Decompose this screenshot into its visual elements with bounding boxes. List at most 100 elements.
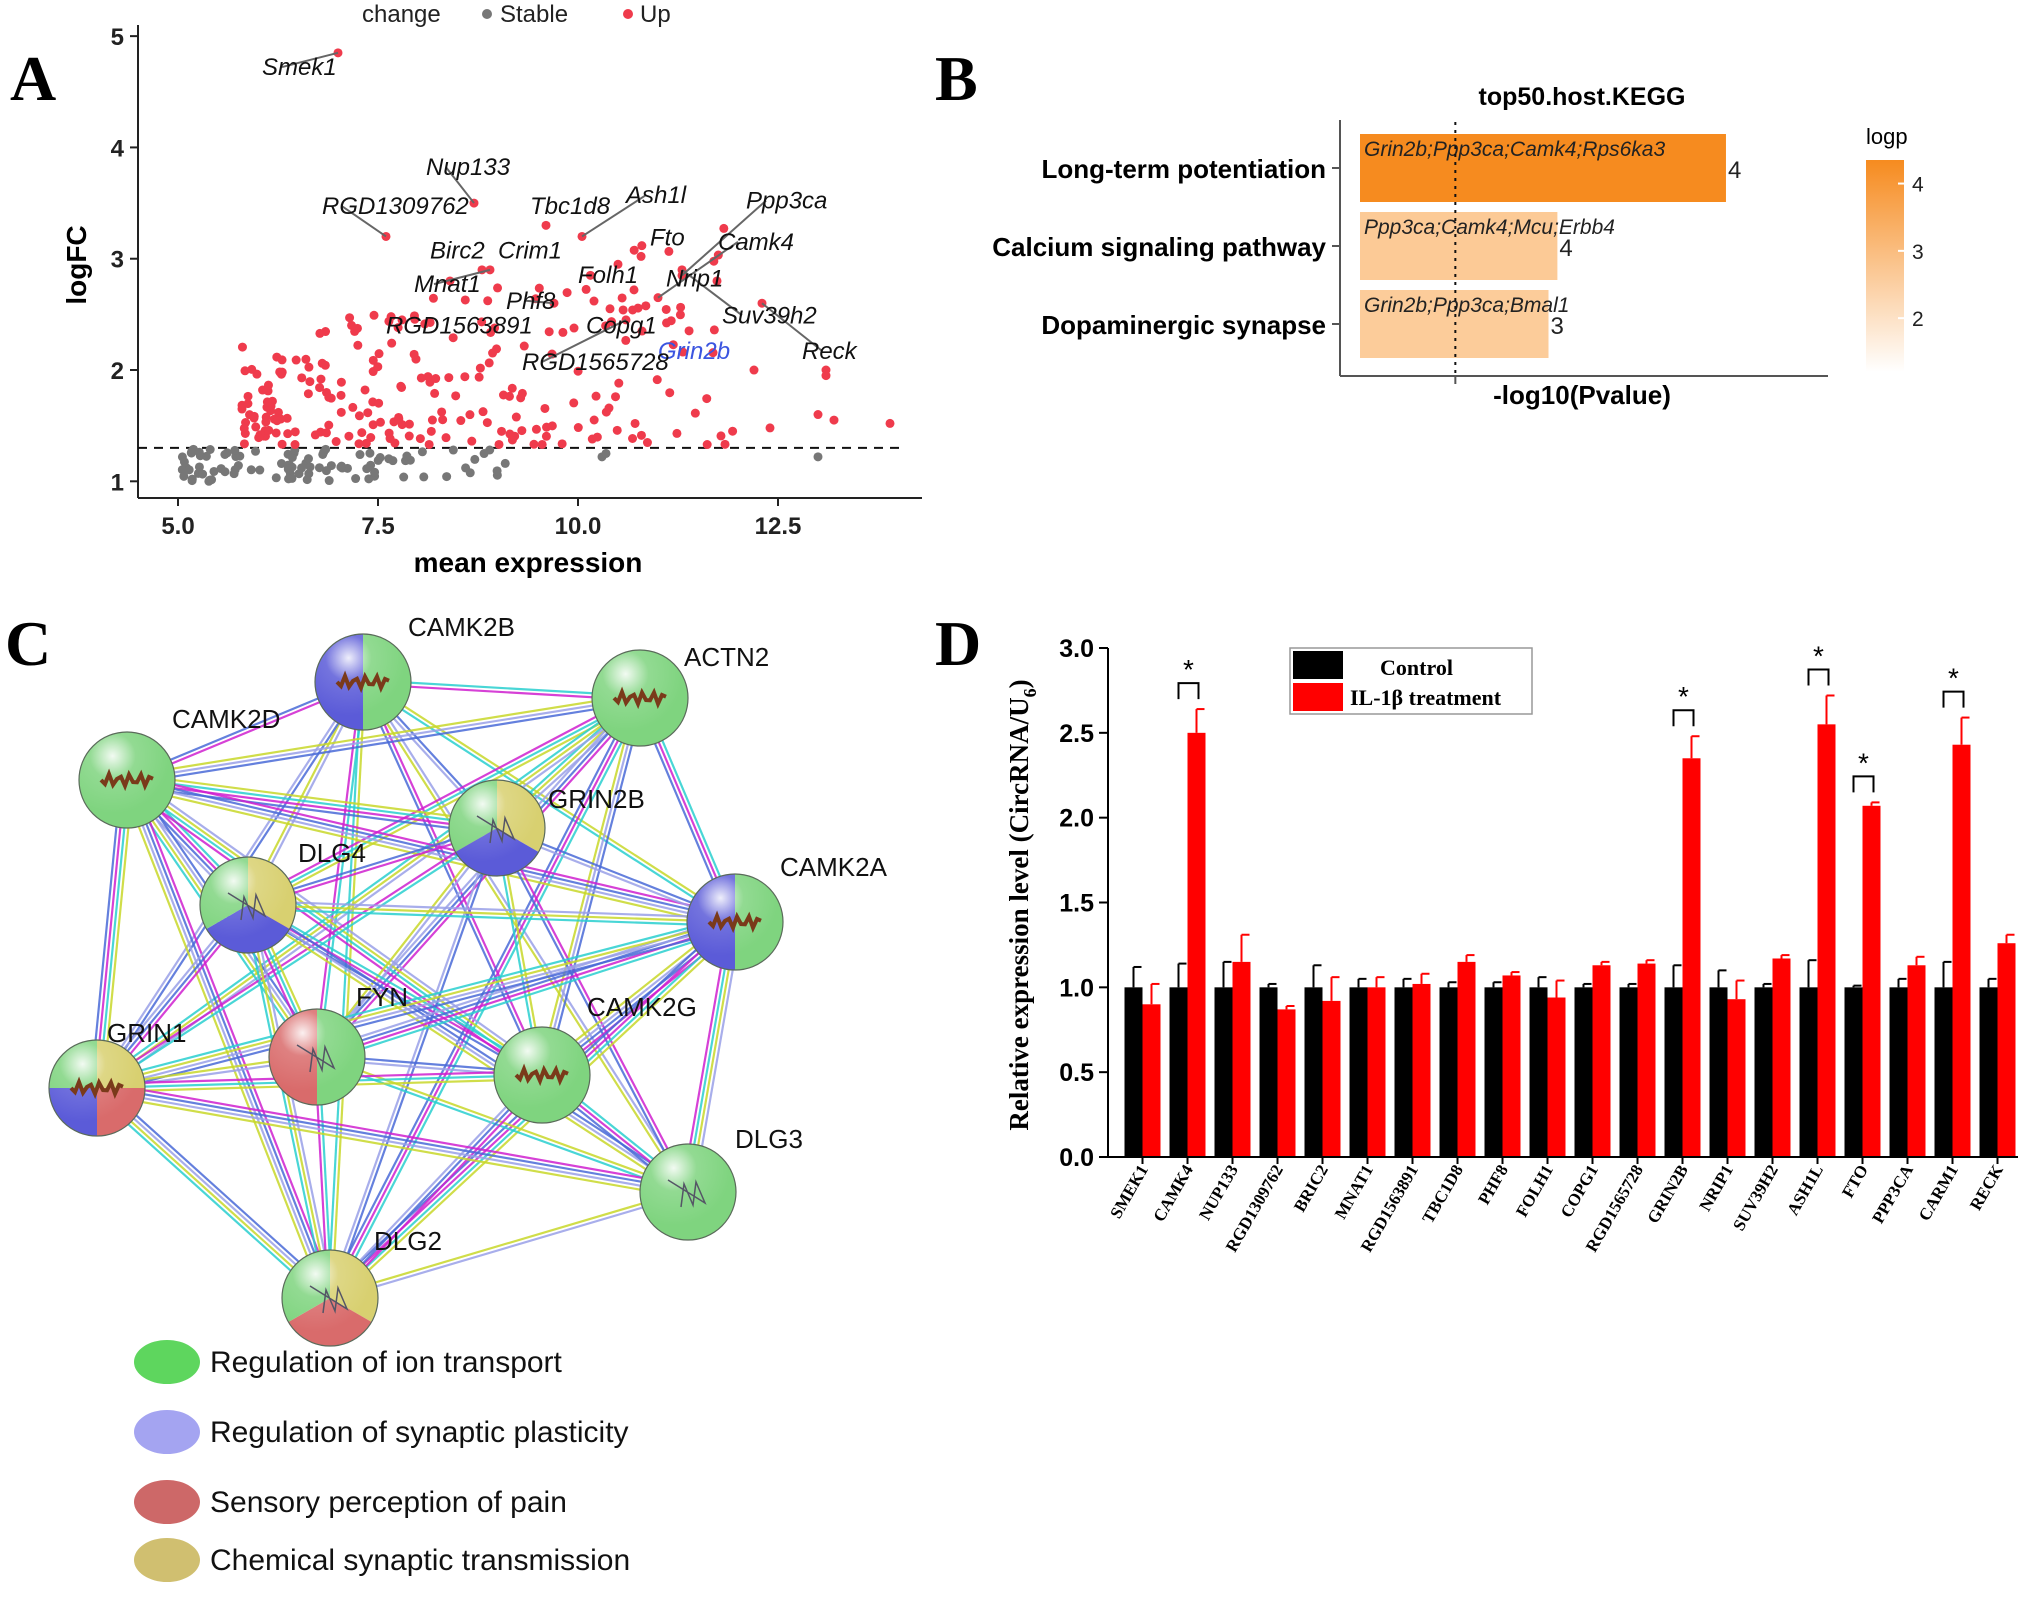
y-tick-label: 1.0 [1059, 974, 1094, 1002]
control-bar [1214, 987, 1233, 1157]
panel-b-xlabel: -log10(Pvalue) [1493, 380, 1671, 410]
network-node-label: GRIN2B [548, 784, 645, 814]
network-edge [318, 926, 738, 1064]
stable-point [417, 447, 427, 457]
up-point [460, 372, 470, 382]
up-point [541, 431, 551, 441]
gene-label: Reck [802, 338, 859, 365]
up-point [460, 295, 470, 305]
up-point [357, 428, 367, 438]
up-point [368, 420, 378, 430]
y-tick-label: 4 [111, 135, 125, 162]
stable-point [351, 474, 361, 484]
structure-icon [296, 1044, 336, 1073]
up-point [290, 440, 300, 450]
stable-point [179, 457, 189, 467]
up-point [517, 388, 527, 398]
gene-label: Crim1 [498, 238, 562, 265]
stable-point [205, 444, 215, 454]
up-point [277, 355, 287, 365]
gene-label: Fto [650, 224, 685, 251]
network-edge [129, 774, 547, 1072]
gene-label: Ppp3ca [746, 188, 827, 215]
x-tick-label: 10.0 [555, 513, 602, 540]
network-edge [97, 1081, 690, 1188]
stable-point [402, 451, 412, 461]
network-edge [315, 1057, 688, 1195]
label-leader-line [681, 199, 767, 277]
up-point [249, 413, 259, 423]
label-leader-line [445, 166, 475, 204]
up-point [240, 429, 250, 439]
gene-label: Nrip1 [666, 266, 723, 293]
up-point [363, 408, 373, 418]
il1b-bar [1187, 732, 1206, 1157]
network-edge [127, 700, 641, 786]
stable-point [251, 446, 261, 456]
network-edge [245, 907, 687, 1197]
stable-point [284, 474, 294, 484]
gene-label: Folh1 [578, 262, 638, 289]
up-point [633, 303, 643, 313]
up-point [444, 373, 454, 383]
stable-point [230, 445, 240, 455]
network-edge [126, 692, 640, 778]
stable-point [302, 475, 312, 485]
legend-control-swatch [1293, 651, 1343, 679]
gene-label: RGD1309762 [322, 193, 469, 220]
label-leader-line [761, 302, 823, 352]
up-point [719, 223, 729, 233]
network-edge [127, 772, 498, 824]
x-tick-label: CARM1 [1915, 1162, 1962, 1225]
kegg-bar-count: 3 [1551, 313, 1564, 340]
network-legend-label: Chemical synaptic transmission [210, 1544, 630, 1577]
up-point [467, 436, 477, 446]
node-outline [686, 873, 784, 971]
panel-a-ylabel: logFC [61, 225, 92, 304]
up-point [678, 347, 688, 357]
network-edge [361, 682, 735, 925]
network-edge [95, 825, 497, 1088]
stable-point [321, 466, 331, 476]
network-edge [360, 682, 688, 1194]
up-point [374, 398, 384, 408]
il1b-bar [1502, 975, 1521, 1157]
up-point [614, 378, 624, 388]
kegg-bar-count: 4 [1559, 235, 1572, 262]
y-tick-label: 2.0 [1059, 805, 1094, 833]
panel-letter-d: D [935, 608, 981, 679]
significance-star: * [1813, 641, 1824, 672]
network-edge [249, 700, 643, 910]
control-bar [1484, 987, 1503, 1157]
y-tick-label: 1 [111, 469, 124, 496]
up-point [348, 402, 358, 412]
up-point [264, 425, 274, 435]
gene-label: Mnat1 [414, 271, 481, 298]
helix-icon [69, 1076, 124, 1100]
up-point [504, 391, 514, 401]
helix-icon [612, 686, 667, 710]
network-node-dlg4: DLG4 [199, 838, 366, 954]
up-point [585, 270, 595, 280]
x-tick-label: CAMK4 [1149, 1161, 1197, 1225]
il1b-bar [1277, 1009, 1296, 1157]
network-legend-label: Regulation of synaptic plasticity [210, 1416, 629, 1449]
panel-letter-c: C [5, 608, 51, 679]
colorbar-tick-label: 3 [1912, 241, 1924, 264]
il1b-bar [1592, 965, 1611, 1157]
stable-point [287, 452, 297, 462]
up-point [387, 338, 397, 348]
up-point [431, 374, 441, 384]
label-leader-line [281, 51, 339, 69]
y-tick-label: 1.5 [1059, 890, 1094, 918]
network-edge [97, 1084, 689, 1192]
up-point [581, 284, 591, 294]
network-edge [248, 899, 736, 920]
network-edge [96, 918, 735, 1088]
up-point [366, 433, 376, 443]
network-node-grin1: GRIN1 [48, 1018, 186, 1137]
up-point [636, 430, 646, 440]
up-point [629, 245, 639, 255]
significance-star: * [1948, 663, 1959, 694]
